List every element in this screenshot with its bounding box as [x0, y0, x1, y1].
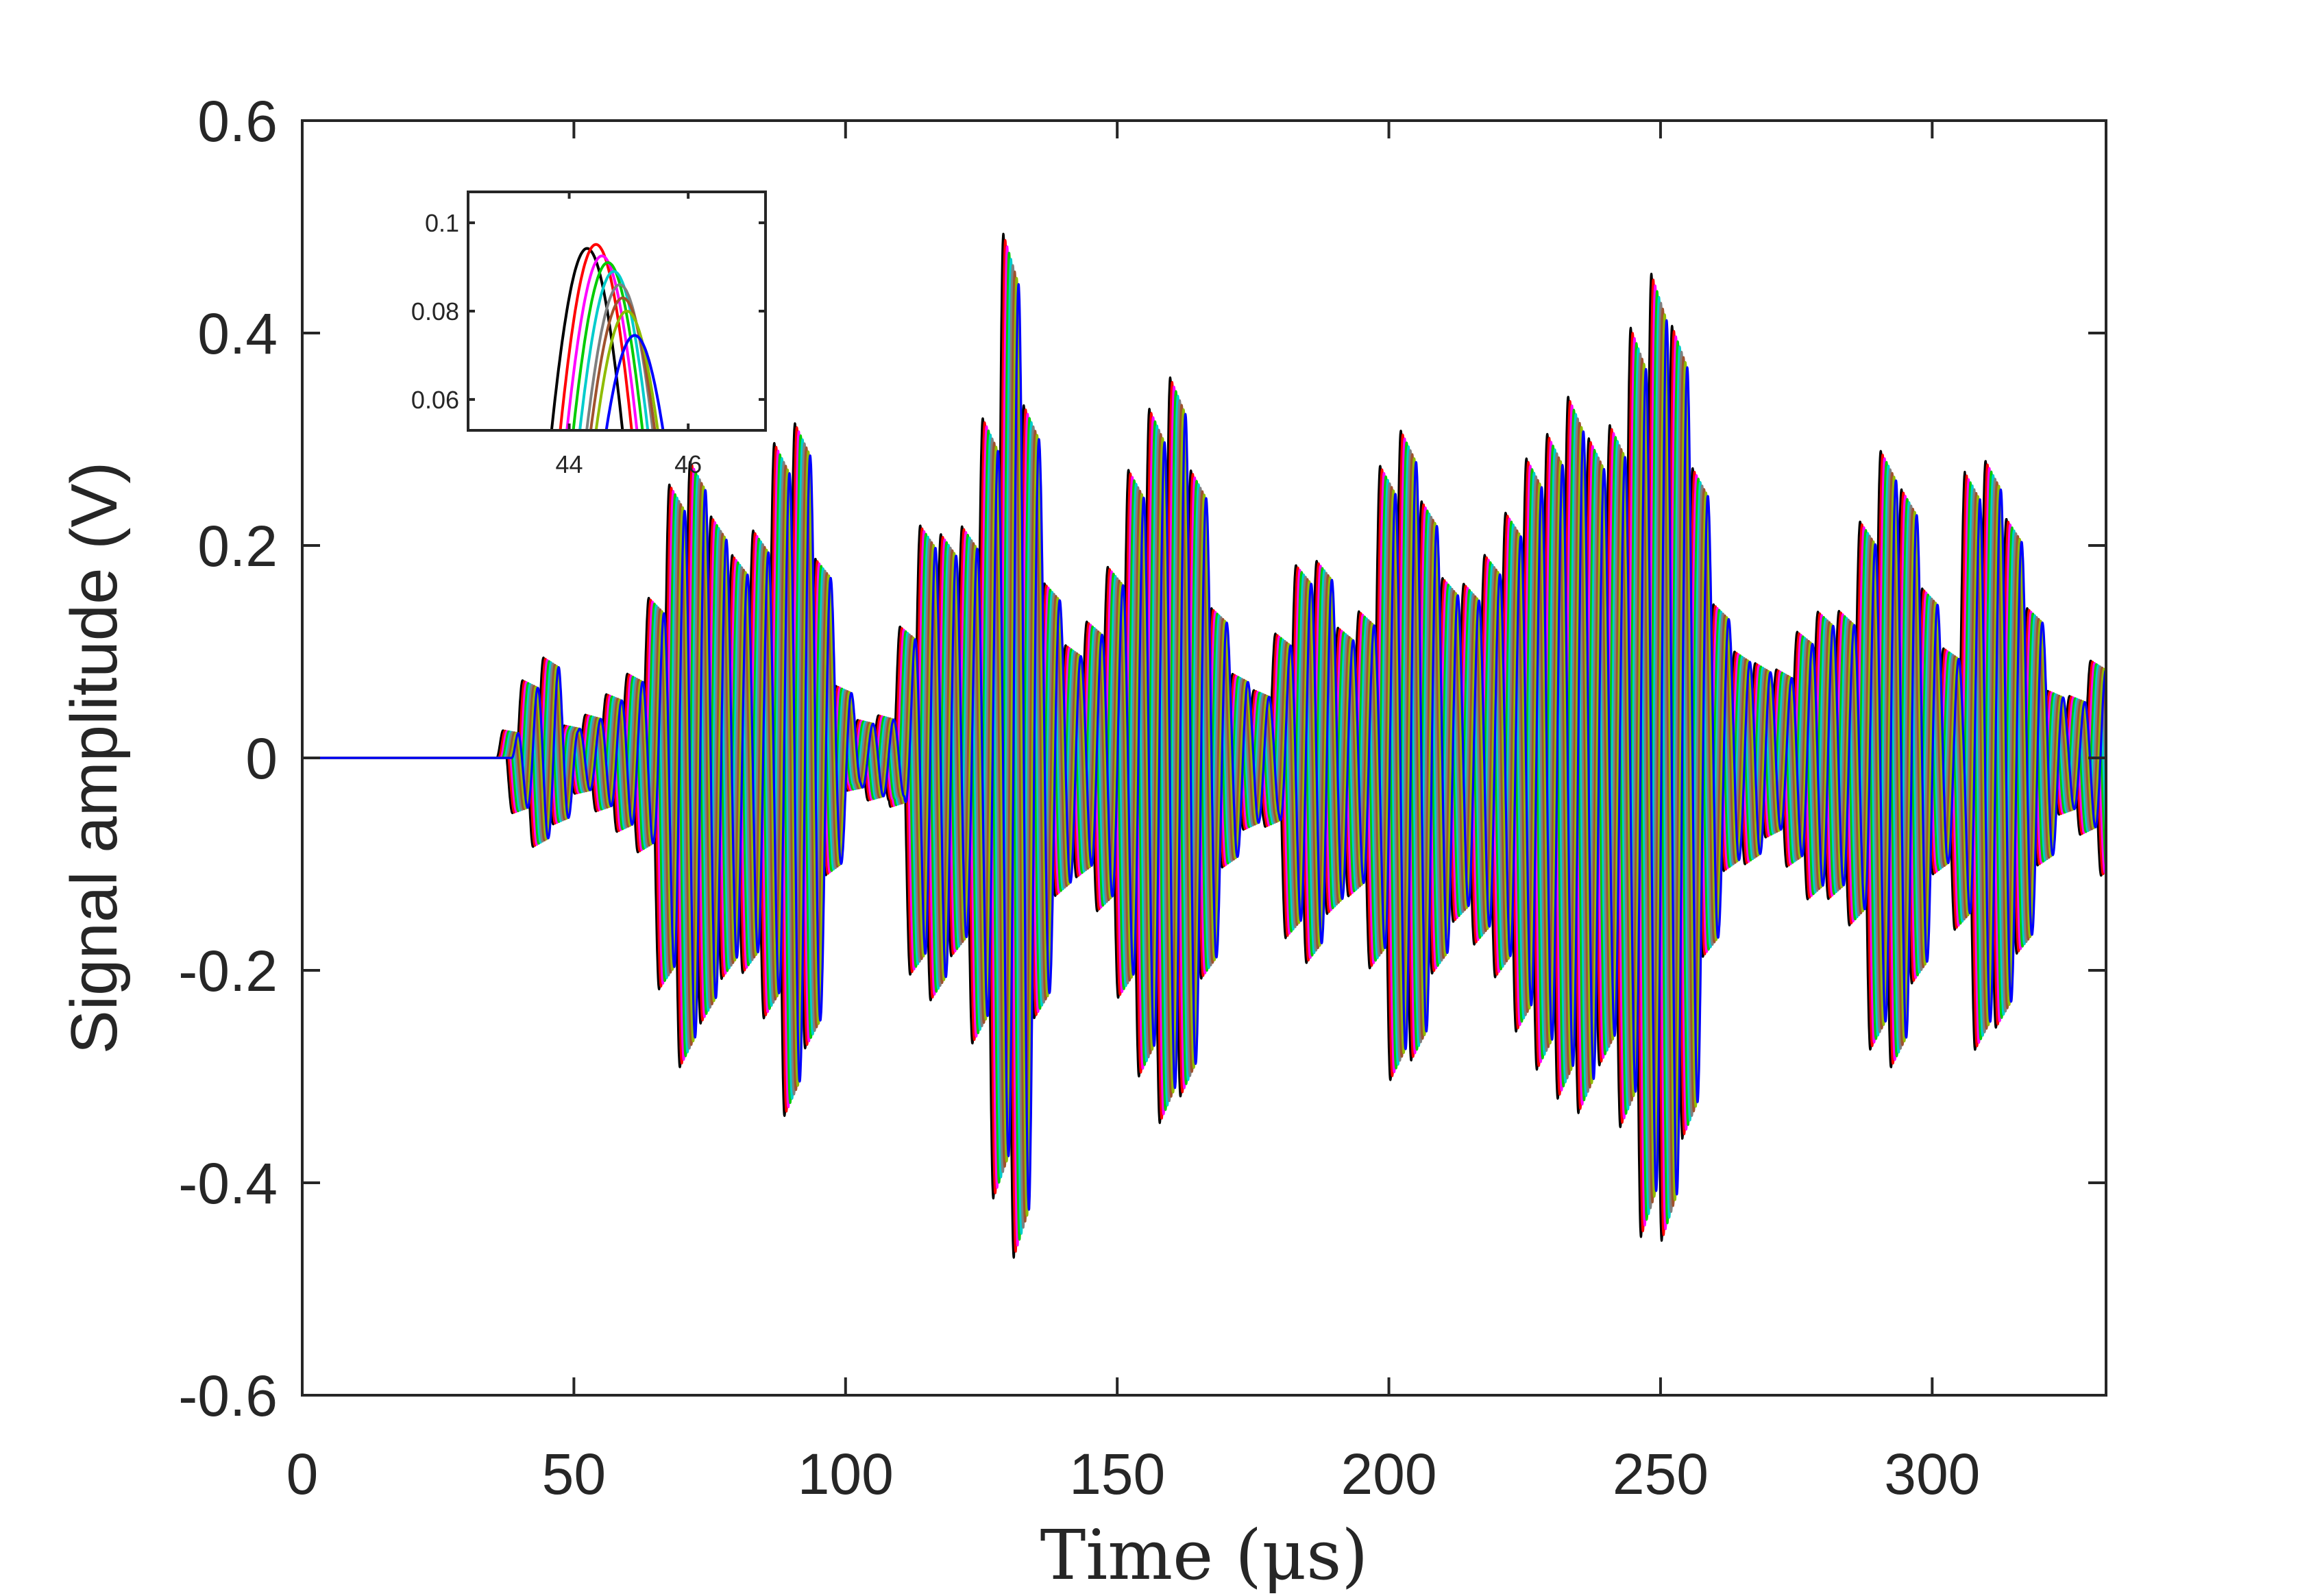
- main-xtick-labels: 0 50 100 150 200 250 300: [286, 1442, 1981, 1506]
- x-tick-label: 150: [1069, 1442, 1165, 1506]
- x-tick-label: 250: [1613, 1442, 1709, 1506]
- x-axis-label: Time (μs): [1040, 1515, 1369, 1595]
- y-tick-label: 0.4: [197, 302, 278, 366]
- main-ytick-labels: 0.6 0.4 0.2 0 -0.2 -0.4 -0.6: [178, 89, 278, 1428]
- inset-trace: [578, 270, 650, 430]
- x-tick-label: 100: [798, 1442, 894, 1506]
- inset-trace: [589, 296, 657, 430]
- inset-trace: [585, 283, 654, 430]
- y-tick-label: -0.6: [178, 1364, 278, 1428]
- y-tick-label: -0.2: [178, 939, 278, 1003]
- inset-x-tick-label: 44: [556, 450, 583, 478]
- inset-traces: [550, 243, 665, 430]
- main-traces: [301, 232, 2107, 1259]
- y-tick-label: -0.4: [178, 1151, 278, 1216]
- inset-chart: 0.1 0.08 0.06 44 46: [411, 191, 767, 478]
- main-chart: 0.6 0.4 0.2 0 -0.2 -0.4 -0.6 0 50 100 150 200 250 30…: [58, 89, 2107, 1595]
- waveform-trace: [301, 277, 2107, 1217]
- y-axis-label: Signal amplitude (V): [58, 462, 131, 1054]
- x-tick-label: 300: [1884, 1442, 1980, 1506]
- y-tick-label: 0.2: [197, 514, 278, 578]
- x-tick-label: 0: [286, 1442, 319, 1506]
- main-axes-frame: [301, 119, 2107, 1397]
- waveform-trace: [301, 283, 2107, 1211]
- inset-y-tick-label: 0.08: [411, 297, 459, 326]
- inset-trace: [604, 334, 665, 430]
- inset-y-tick-label: 0.06: [411, 386, 459, 414]
- inset-xtick-labels: 44 46: [556, 450, 702, 478]
- inset-ytick-labels: 0.1 0.08 0.06: [411, 209, 459, 414]
- inset-trace: [559, 243, 633, 430]
- x-tick-label: 50: [542, 1442, 606, 1506]
- inset-axes-frame: [467, 191, 767, 432]
- x-tick-label: 200: [1341, 1442, 1436, 1506]
- inset-trace: [594, 310, 659, 430]
- waveform-trace: [301, 264, 2107, 1229]
- inset-x-tick-label: 46: [674, 450, 702, 478]
- y-tick-label: 0: [245, 726, 278, 791]
- y-tick-label: 0.6: [197, 89, 278, 154]
- inset-trace: [565, 254, 639, 430]
- inset-y-tick-label: 0.1: [425, 209, 459, 237]
